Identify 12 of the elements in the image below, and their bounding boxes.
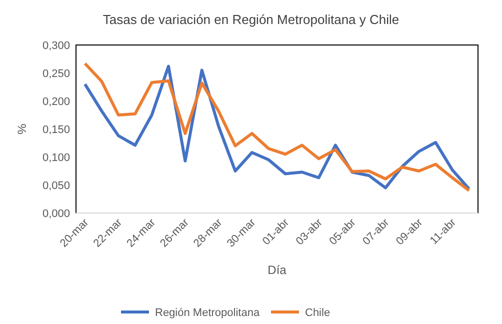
y-tick-label: 0,250	[42, 68, 70, 80]
y-tick-label: 0,000	[42, 208, 70, 220]
y-axis-title: %	[15, 123, 29, 134]
y-tick-label: 0,200	[42, 96, 70, 108]
y-tick-label: 0,300	[42, 40, 70, 52]
y-tick-label: 0,150	[42, 124, 70, 136]
x-axis-title: Día	[268, 263, 287, 277]
y-tick-label: 0,100	[42, 152, 70, 164]
legend-label: Región Metropolitana	[155, 306, 260, 319]
chart-title: Tasas de variación en Región Metropolitana y Chile	[102, 12, 400, 27]
y-tick-label: 0,050	[42, 180, 70, 192]
legend-label: Chile	[305, 306, 330, 319]
